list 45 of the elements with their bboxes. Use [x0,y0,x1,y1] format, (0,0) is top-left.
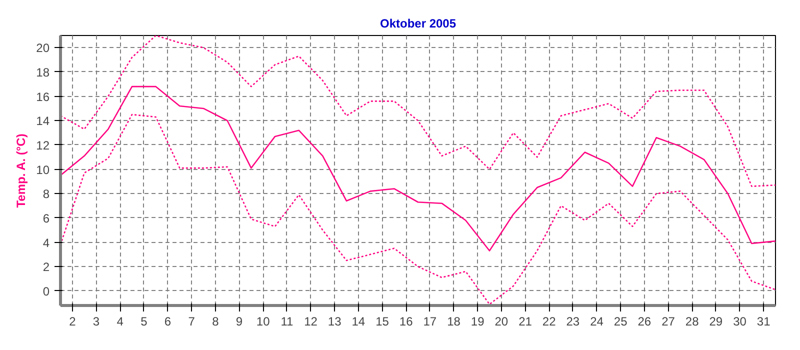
y-tick-label: 18 [36,65,50,80]
x-tick-label: 17 [423,314,437,328]
x-tick-label: 8 [212,314,220,328]
x-tick-label: 11 [280,314,294,328]
x-tick-label: 24 [590,314,604,328]
x-tick-label: 12 [304,314,318,328]
y-tick-label: 6 [42,211,50,226]
line-series [60,86,776,252]
x-tick-label: 29 [709,314,723,328]
x-tick-label: 6 [164,314,172,328]
line-series [60,36,776,187]
y-tick-label: 0 [42,284,50,298]
y-tick-label: 10 [36,162,50,177]
x-tick-label: 14 [352,314,366,328]
y-tick-label: 8 [42,187,50,202]
x-tick-label: 30 [733,314,747,328]
x-tick-label: 7 [188,314,196,328]
y-tick-label: 4 [42,236,50,250]
x-tick-label: 27 [662,314,676,328]
y-tick-label: 20 [36,41,50,56]
x-tick-label: 19 [470,314,485,328]
x-tick-label: 25 [614,314,628,328]
x-tick-label: 9 [236,314,243,328]
x-tick-label: 3 [92,314,100,328]
y-tick-label: 14 [36,114,50,128]
x-tick-label: 20 [494,314,508,328]
x-tick-label: 4 [116,314,124,328]
x-tick-label: 21 [518,314,532,328]
y-axis-title: Temp. A. (°C) [14,134,28,208]
y-tick-label: 12 [36,138,50,152]
x-tick-label: 10 [256,314,270,328]
chart-title: Oktober 2005 [380,16,456,30]
x-tick-label: 28 [685,314,700,328]
x-tick-label: 31 [756,314,771,328]
y-tick-label: 16 [36,90,50,104]
x-tick-label: 26 [638,314,652,328]
x-tick-label: 2 [69,314,76,328]
x-tick-label: 13 [328,314,342,328]
y-tick-label: 2 [42,260,50,274]
x-tick-label: 23 [566,314,580,328]
x-tick-label: 15 [376,314,390,328]
x-tick-label: 18 [447,314,461,328]
x-tick-label: 22 [542,314,556,328]
x-tick-label: 16 [399,314,414,328]
x-tick-label: 5 [140,314,148,328]
